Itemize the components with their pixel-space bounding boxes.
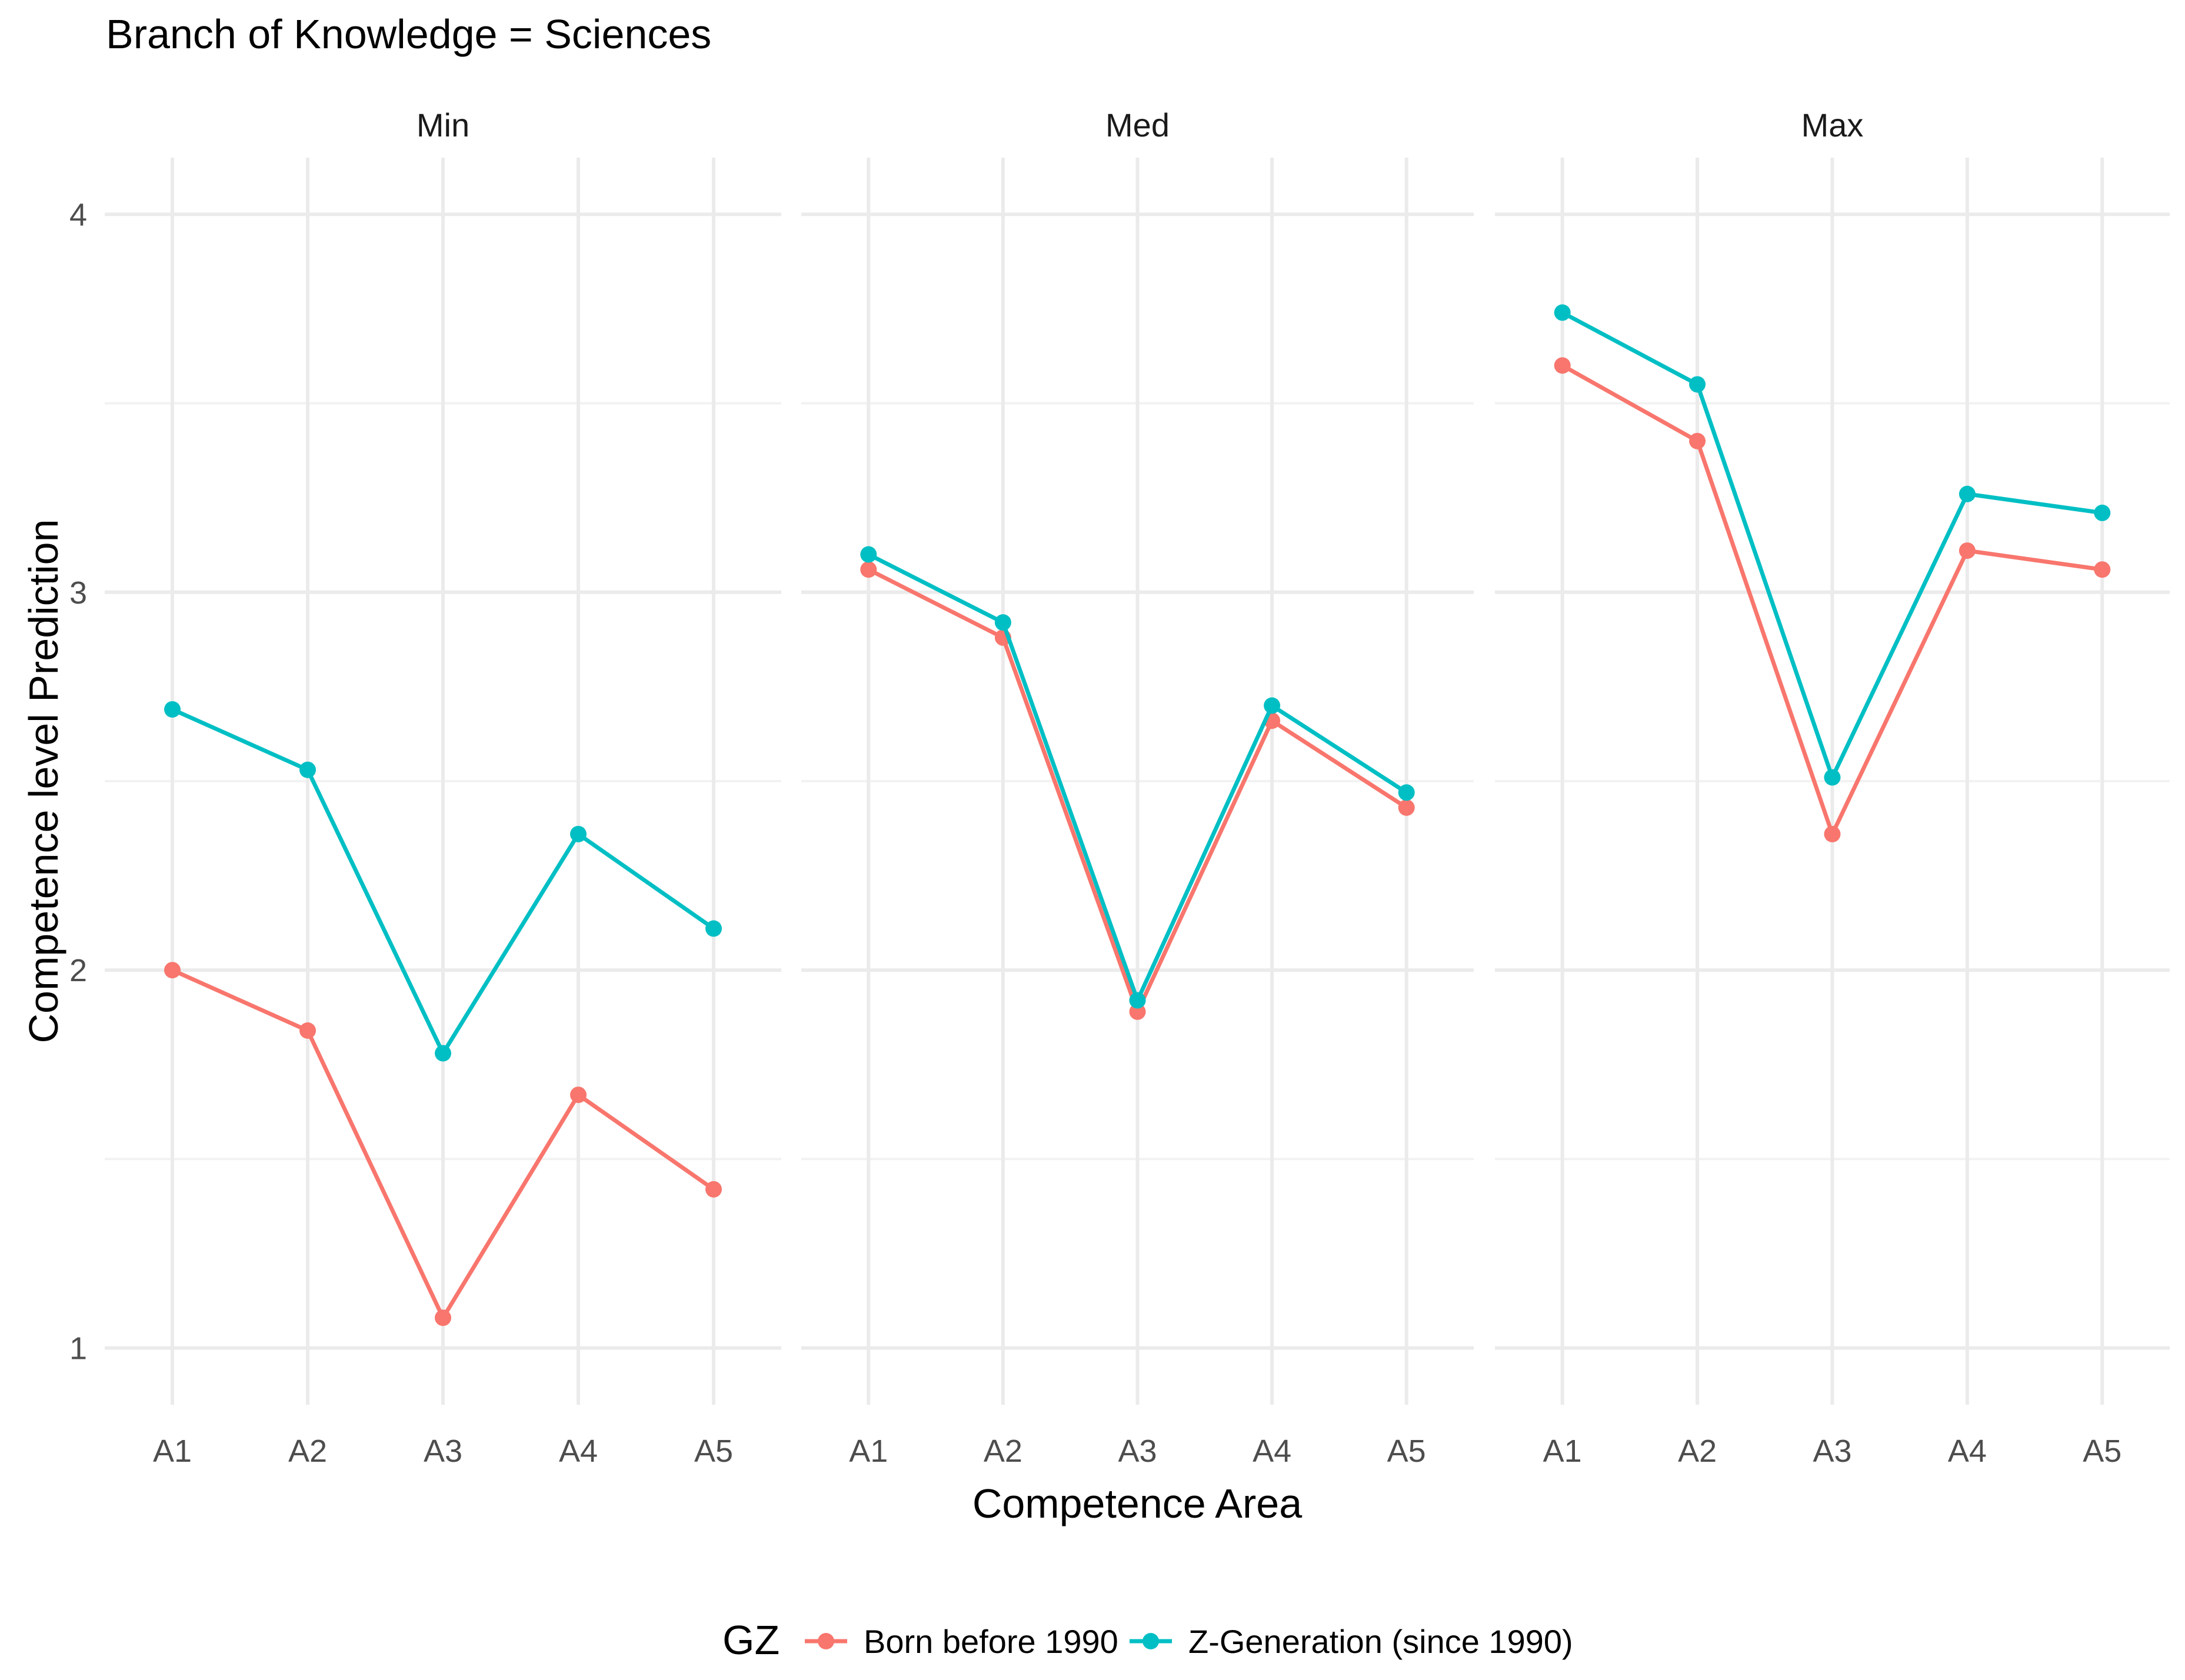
- y-tick-label: 3: [69, 575, 87, 611]
- data-point-born-before-1990: [705, 1181, 722, 1198]
- data-point-born-before-1990: [1958, 542, 1976, 559]
- data-point-z-generation: [994, 614, 1011, 631]
- data-point-z-generation: [164, 701, 181, 718]
- y-axis-ticks: 1 2 3 4: [69, 197, 87, 1366]
- facet-label: Max: [1801, 106, 1864, 144]
- y-tick-label: 1: [69, 1331, 87, 1366]
- data-point-z-generation: [1824, 769, 1841, 786]
- legend: GZ Born before 1990 Z-Generation (since 1…: [722, 1617, 1573, 1663]
- data-point-born-before-1990: [2094, 561, 2111, 578]
- data-point-born-before-1990: [164, 962, 181, 979]
- panel-med: Med A1 A2 A3 A4 A5: [801, 106, 1474, 1469]
- data-point-z-generation: [299, 761, 316, 778]
- data-point-born-before-1990: [435, 1309, 451, 1326]
- x-tick-label: A1: [153, 1434, 192, 1469]
- data-point-z-generation: [435, 1045, 451, 1062]
- data-point-born-before-1990: [1398, 799, 1415, 816]
- data-point-born-before-1990: [860, 561, 877, 578]
- y-axis-title: Competence level Prediction: [21, 519, 66, 1043]
- data-point-z-generation: [1958, 485, 1976, 502]
- data-point-z-generation: [705, 920, 722, 937]
- x-tick-label: A3: [424, 1434, 462, 1469]
- data-point-z-generation: [1398, 784, 1415, 801]
- data-point-z-generation: [1129, 992, 1146, 1009]
- legend-key-point-z-generation: [1143, 1633, 1159, 1649]
- x-tick-label: A5: [1387, 1434, 1426, 1469]
- facet-label: Min: [417, 106, 469, 144]
- legend-key-point-born-before-1990: [818, 1633, 834, 1649]
- data-point-born-before-1990: [570, 1086, 587, 1104]
- legend-label-born-before-1990: Born before 1990: [864, 1623, 1118, 1660]
- chart-title: Branch of Knowledge = Sciences: [106, 11, 711, 57]
- x-tick-label: A3: [1118, 1434, 1157, 1469]
- legend-title: GZ: [722, 1617, 780, 1663]
- x-tick-label: A4: [1948, 1434, 1987, 1469]
- legend-label-z-generation: Z-Generation (since 1990): [1188, 1623, 1573, 1660]
- data-point-z-generation: [570, 825, 587, 842]
- data-point-born-before-1990: [299, 1022, 316, 1039]
- x-tick-label: A4: [559, 1434, 598, 1469]
- data-point-born-before-1990: [1554, 357, 1571, 374]
- x-tick-label: A5: [2083, 1434, 2121, 1469]
- x-tick-label: A3: [1813, 1434, 1851, 1469]
- data-point-z-generation: [860, 546, 877, 563]
- panels: Min A1 A2 A3 A4 A5 Med A1 A2 A3 A4 A5 Max A1 A2 A3 A4 A5: [105, 106, 2170, 1469]
- y-tick-label: 4: [69, 197, 87, 232]
- panel-min: Min A1 A2 A3 A4 A5: [105, 106, 781, 1469]
- x-tick-label: A2: [1678, 1434, 1717, 1469]
- x-tick-label: A2: [984, 1434, 1022, 1469]
- x-tick-label: A1: [849, 1434, 888, 1469]
- x-tick-label: A2: [288, 1434, 327, 1469]
- x-tick-label: A4: [1253, 1434, 1291, 1469]
- data-point-z-generation: [1689, 376, 1706, 393]
- panel-max: Max A1 A2 A3 A4 A5: [1495, 106, 2170, 1469]
- x-tick-label: A5: [694, 1434, 733, 1469]
- data-point-z-generation: [1264, 697, 1281, 714]
- data-point-z-generation: [1554, 304, 1571, 321]
- x-tick-label: A1: [1543, 1434, 1582, 1469]
- facet-label: Med: [1105, 106, 1170, 144]
- data-point-born-before-1990: [1824, 825, 1841, 842]
- data-point-born-before-1990: [1129, 1003, 1146, 1020]
- y-tick-label: 2: [69, 953, 87, 988]
- data-point-born-before-1990: [1689, 432, 1706, 449]
- x-axis-title: Competence Area: [972, 1481, 1302, 1526]
- data-point-z-generation: [2094, 504, 2111, 521]
